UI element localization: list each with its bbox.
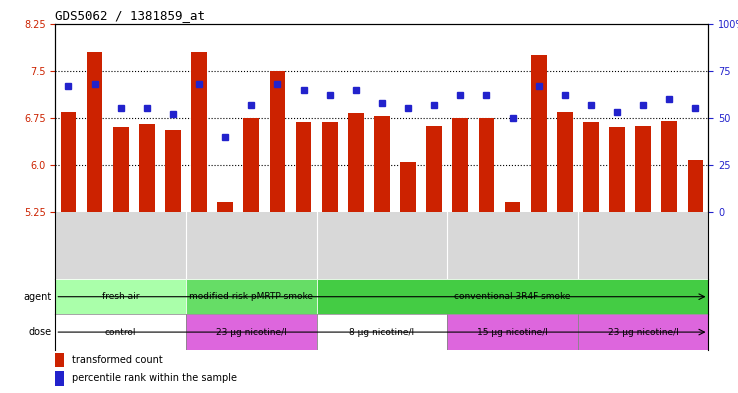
Text: dose: dose — [29, 327, 52, 337]
Bar — [61, 112, 76, 212]
Bar — [86, 52, 103, 212]
Text: conventional 3R4F smoke: conventional 3R4F smoke — [455, 292, 570, 301]
Bar — [55, 279, 186, 314]
Bar — [139, 124, 155, 212]
Text: 8 μg nicotine/l: 8 μg nicotine/l — [349, 328, 415, 336]
Bar — [452, 118, 468, 212]
Text: 23 μg nicotine/l: 23 μg nicotine/l — [216, 328, 286, 336]
Bar — [296, 122, 311, 212]
Bar — [322, 122, 337, 212]
Bar — [113, 127, 128, 212]
Bar — [400, 162, 416, 212]
Text: fresh air: fresh air — [102, 292, 139, 301]
Bar — [688, 160, 703, 212]
Bar — [348, 114, 364, 212]
Bar — [447, 314, 578, 350]
Bar — [217, 202, 233, 212]
Bar — [317, 314, 447, 350]
Bar — [269, 71, 286, 212]
Bar — [635, 126, 651, 212]
Bar — [374, 116, 390, 212]
Text: modified risk pMRTP smoke: modified risk pMRTP smoke — [189, 292, 314, 301]
Bar — [661, 121, 677, 212]
Bar — [55, 353, 64, 367]
Bar — [244, 118, 259, 212]
Text: 15 μg nicotine/l: 15 μg nicotine/l — [477, 328, 548, 336]
Bar — [557, 112, 573, 212]
Text: control: control — [105, 328, 137, 336]
Bar — [478, 118, 494, 212]
Bar — [427, 126, 442, 212]
Bar — [583, 122, 599, 212]
Text: 23 μg nicotine/l: 23 μg nicotine/l — [608, 328, 678, 336]
Bar — [55, 314, 186, 350]
Bar — [191, 52, 207, 212]
Bar — [165, 130, 181, 212]
Text: agent: agent — [24, 292, 52, 302]
Bar — [186, 314, 317, 350]
Text: GDS5062 / 1381859_at: GDS5062 / 1381859_at — [55, 9, 205, 22]
Bar — [186, 279, 317, 314]
Text: transformed count: transformed count — [72, 355, 162, 365]
Bar — [55, 371, 64, 386]
Bar — [609, 127, 625, 212]
Bar — [505, 202, 520, 212]
Bar — [317, 279, 708, 314]
Text: percentile rank within the sample: percentile rank within the sample — [72, 373, 237, 384]
Bar — [531, 55, 547, 212]
Bar — [578, 314, 708, 350]
